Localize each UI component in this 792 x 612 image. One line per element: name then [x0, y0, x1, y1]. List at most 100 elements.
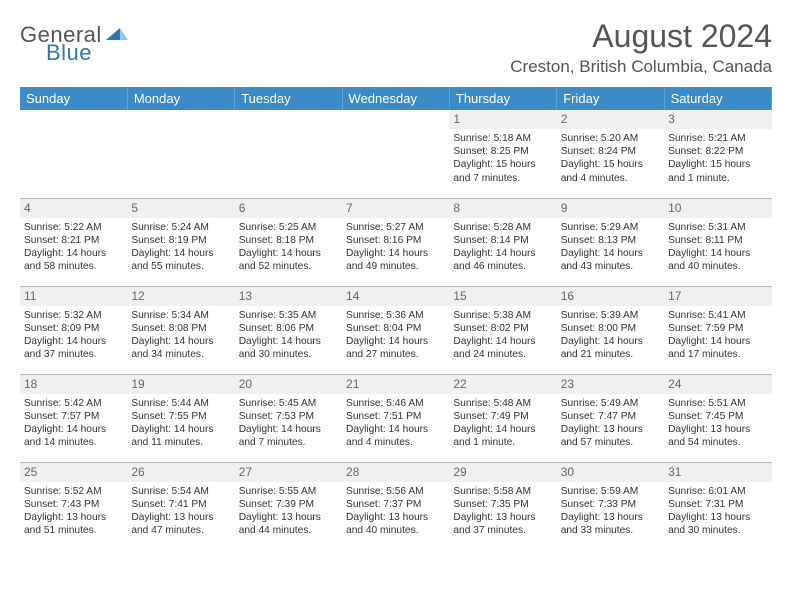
- sunset-line: Sunset: 8:06 PM: [239, 322, 338, 335]
- sunset-line: Sunset: 7:35 PM: [453, 498, 552, 511]
- sunrise-line: Sunrise: 5:32 AM: [24, 309, 123, 322]
- daylight-line: Daylight: 13 hours and 30 minutes.: [668, 511, 767, 537]
- day-number: 10: [664, 199, 771, 218]
- sunset-line: Sunset: 7:53 PM: [239, 410, 338, 423]
- day-number: 21: [342, 375, 449, 394]
- day-number: 23: [557, 375, 664, 394]
- daylight-line: Daylight: 13 hours and 47 minutes.: [131, 511, 230, 537]
- day-number: 5: [127, 199, 234, 218]
- day-number: 1: [449, 110, 556, 129]
- sunset-line: Sunset: 8:19 PM: [131, 234, 230, 247]
- sunset-line: Sunset: 7:33 PM: [561, 498, 660, 511]
- sunset-line: Sunset: 8:25 PM: [453, 145, 552, 158]
- calendar-cell: 4Sunrise: 5:22 AMSunset: 8:21 PMDaylight…: [20, 198, 127, 286]
- day-number: 26: [127, 463, 234, 482]
- sunset-line: Sunset: 8:13 PM: [561, 234, 660, 247]
- sunset-line: Sunset: 7:43 PM: [24, 498, 123, 511]
- day-number: 16: [557, 287, 664, 306]
- sunset-line: Sunset: 8:09 PM: [24, 322, 123, 335]
- day-number: 6: [235, 199, 342, 218]
- sunrise-line: Sunrise: 6:01 AM: [668, 485, 767, 498]
- sunrise-line: Sunrise: 5:59 AM: [561, 485, 660, 498]
- day-number: 12: [127, 287, 234, 306]
- day-number: 14: [342, 287, 449, 306]
- daylight-line: Daylight: 14 hours and 52 minutes.: [239, 247, 338, 273]
- calendar-cell: 8Sunrise: 5:28 AMSunset: 8:14 PMDaylight…: [449, 198, 556, 286]
- calendar-cell: 5Sunrise: 5:24 AMSunset: 8:19 PMDaylight…: [127, 198, 234, 286]
- day-number: 8: [449, 199, 556, 218]
- daylight-line: Daylight: 14 hours and 4 minutes.: [346, 423, 445, 449]
- sunrise-line: Sunrise: 5:46 AM: [346, 397, 445, 410]
- location-label: Creston, British Columbia, Canada: [510, 57, 772, 77]
- sunrise-line: Sunrise: 5:41 AM: [668, 309, 767, 322]
- weekday-header: Monday: [127, 87, 234, 110]
- calendar-cell: 6Sunrise: 5:25 AMSunset: 8:18 PMDaylight…: [235, 198, 342, 286]
- brand-logo: General Blue: [20, 18, 130, 48]
- day-number: 18: [20, 375, 127, 394]
- calendar-week: 4 Sunrise: 5:22 AMSunset: 8:21 PM Daylight…: [20, 198, 772, 286]
- daylight-line: Daylight: 15 hours and 1 minute.: [668, 158, 767, 184]
- sunrise-line: Sunrise: 5:22 AM: [24, 221, 123, 234]
- sunrise-line: Sunrise: 5:55 AM: [239, 485, 338, 498]
- daylight-line: Daylight: 14 hours and 27 minutes.: [346, 335, 445, 361]
- month-title: August 2024: [510, 18, 772, 55]
- day-number: 27: [235, 463, 342, 482]
- sunrise-line: Sunrise: 5:18 AM: [453, 132, 552, 145]
- sunrise-line: Sunrise: 5:34 AM: [131, 309, 230, 322]
- day-number: 20: [235, 375, 342, 394]
- sunrise-line: Sunrise: 5:44 AM: [131, 397, 230, 410]
- calendar-week: 25Sunrise: 5:52 AMSunset: 7:43 PMDayligh…: [20, 462, 772, 550]
- calendar-cell: 18Sunrise: 5:42 AMSunset: 7:57 PMDayligh…: [20, 374, 127, 462]
- day-number: 3: [664, 110, 771, 129]
- daylight-line: Daylight: 14 hours and 34 minutes.: [131, 335, 230, 361]
- day-number: 15: [449, 287, 556, 306]
- day-number: 4: [20, 199, 127, 218]
- day-number: 13: [235, 287, 342, 306]
- sunrise-line: Sunrise: 5:24 AM: [131, 221, 230, 234]
- weekday-header: Sunday: [20, 87, 127, 110]
- day-number: 7: [342, 199, 449, 218]
- calendar-cell: 20Sunrise: 5:45 AMSunset: 7:53 PMDayligh…: [235, 374, 342, 462]
- calendar-table: SundayMondayTuesdayWednesdayThursdayFrid…: [20, 87, 772, 550]
- calendar-cell: 22Sunrise: 5:48 AMSunset: 7:49 PMDayligh…: [449, 374, 556, 462]
- sunset-line: Sunset: 7:59 PM: [668, 322, 767, 335]
- sunrise-line: Sunrise: 5:54 AM: [131, 485, 230, 498]
- sunset-line: Sunset: 8:08 PM: [131, 322, 230, 335]
- sunrise-line: Sunrise: 5:29 AM: [561, 221, 660, 234]
- sunset-line: Sunset: 7:45 PM: [668, 410, 767, 423]
- calendar-cell: 15Sunrise: 5:38 AMSunset: 8:02 PMDayligh…: [449, 286, 556, 374]
- sunrise-line: Sunrise: 5:31 AM: [668, 221, 767, 234]
- calendar-cell: 17Sunrise: 5:41 AMSunset: 7:59 PMDayligh…: [664, 286, 771, 374]
- sunset-line: Sunset: 8:02 PM: [453, 322, 552, 335]
- calendar-cell: 29Sunrise: 5:58 AMSunset: 7:35 PMDayligh…: [449, 462, 556, 550]
- sunset-line: Sunset: 7:47 PM: [561, 410, 660, 423]
- calendar-cell: 25Sunrise: 5:52 AMSunset: 7:43 PMDayligh…: [20, 462, 127, 550]
- weekday-header: Saturday: [664, 87, 771, 110]
- sunset-line: Sunset: 7:49 PM: [453, 410, 552, 423]
- daylight-line: Daylight: 14 hours and 43 minutes.: [561, 247, 660, 273]
- calendar-cell: 26Sunrise: 5:54 AMSunset: 7:41 PMDayligh…: [127, 462, 234, 550]
- sunset-line: Sunset: 8:16 PM: [346, 234, 445, 247]
- header: General Blue August 2024 Creston, Britis…: [20, 18, 772, 77]
- calendar-cell: [20, 110, 127, 198]
- calendar-cell: 12 Sunrise: 5:34 AMSunset: 8:08 PMDayligh…: [127, 286, 234, 374]
- sunset-line: Sunset: 7:31 PM: [668, 498, 767, 511]
- daylight-line: Daylight: 14 hours and 17 minutes.: [668, 335, 767, 361]
- sunset-line: Sunset: 7:55 PM: [131, 410, 230, 423]
- daylight-line: Daylight: 13 hours and 44 minutes.: [239, 511, 338, 537]
- daylight-line: Daylight: 13 hours and 40 minutes.: [346, 511, 445, 537]
- sunrise-line: Sunrise: 5:51 AM: [668, 397, 767, 410]
- brand-mark-icon: [106, 24, 128, 47]
- sunrise-line: Sunrise: 5:45 AM: [239, 397, 338, 410]
- calendar-week: 11Sunrise: 5:32 AMSunset: 8:09 PMDayligh…: [20, 286, 772, 374]
- daylight-line: Daylight: 14 hours and 40 minutes.: [668, 247, 767, 273]
- calendar-cell: 3Sunrise: 5:21 AMSunset: 8:22 PMDaylight…: [664, 110, 771, 198]
- daylight-line: Daylight: 13 hours and 33 minutes.: [561, 511, 660, 537]
- weekday-header: Tuesday: [235, 87, 342, 110]
- calendar-cell: 23Sunrise: 5:49 AMSunset: 7:47 PMDayligh…: [557, 374, 664, 462]
- sunrise-line: Sunrise: 5:48 AM: [453, 397, 552, 410]
- daylight-line: Daylight: 15 hours and 4 minutes.: [561, 158, 660, 184]
- sunset-line: Sunset: 7:37 PM: [346, 498, 445, 511]
- daylight-line: Daylight: 13 hours and 51 minutes.: [24, 511, 123, 537]
- sunset-line: Sunset: 8:21 PM: [24, 234, 123, 247]
